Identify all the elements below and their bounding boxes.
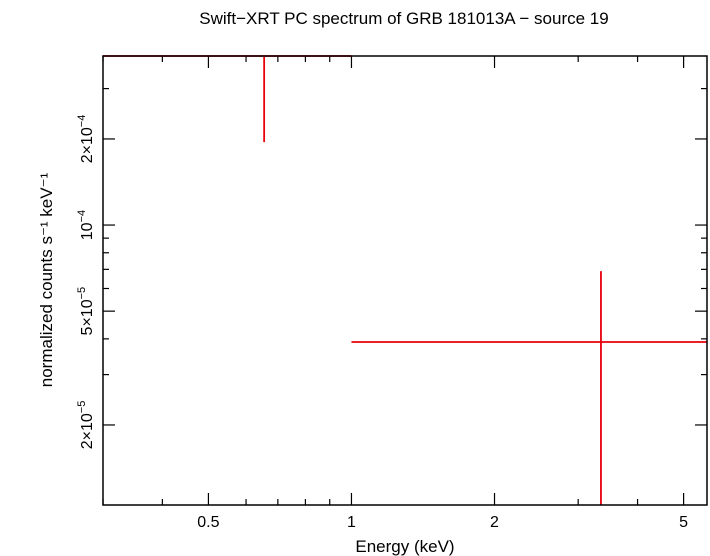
y-tick-label: 2×10−4 bbox=[76, 115, 96, 164]
plot-frame bbox=[102, 55, 708, 506]
x-tick-labels: 0.5 1 2 5 bbox=[197, 514, 688, 531]
axis-ticks bbox=[102, 56, 707, 505]
y-tick-label: 5×10−5 bbox=[76, 287, 96, 336]
y-axis-label: normalized counts s⁻¹ keV⁻¹ bbox=[37, 172, 56, 387]
y-tick-label: 10−4 bbox=[76, 210, 96, 240]
x-tick-label: 2 bbox=[490, 514, 499, 531]
x-tick-label: 5 bbox=[679, 514, 688, 531]
x-axis-label: Energy (keV) bbox=[355, 537, 454, 556]
data-point bbox=[351, 271, 707, 505]
y-tick-labels: 2×10−5 5×10−5 10−4 2×10−4 bbox=[76, 115, 96, 450]
chart-title: Swift−XRT PC spectrum of GRB 181013A − s… bbox=[199, 9, 608, 28]
x-tick-label: 0.5 bbox=[197, 514, 219, 531]
data-layer bbox=[103, 55, 707, 505]
y-tick-label: 2×10−5 bbox=[76, 401, 96, 450]
data-point bbox=[103, 55, 352, 143]
x-tick-label: 1 bbox=[347, 514, 356, 531]
